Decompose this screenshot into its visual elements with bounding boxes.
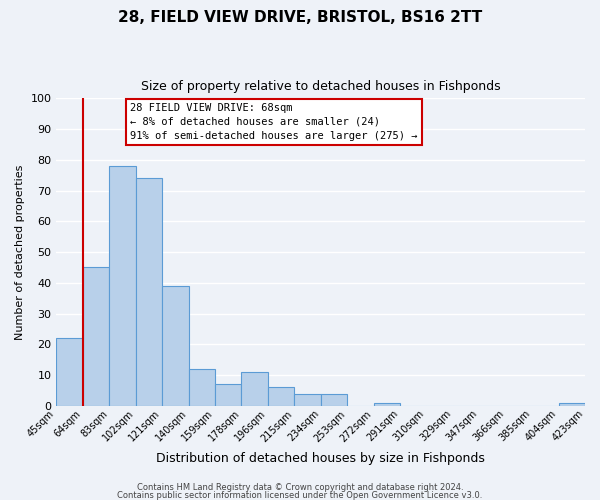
Text: Contains public sector information licensed under the Open Government Licence v3: Contains public sector information licen… bbox=[118, 490, 482, 500]
Bar bbox=[136, 178, 162, 406]
Bar bbox=[294, 394, 321, 406]
Bar bbox=[56, 338, 83, 406]
Bar bbox=[83, 268, 109, 406]
Text: 28 FIELD VIEW DRIVE: 68sqm
← 8% of detached houses are smaller (24)
91% of semi-: 28 FIELD VIEW DRIVE: 68sqm ← 8% of detac… bbox=[130, 103, 418, 141]
Text: 28, FIELD VIEW DRIVE, BRISTOL, BS16 2TT: 28, FIELD VIEW DRIVE, BRISTOL, BS16 2TT bbox=[118, 10, 482, 25]
Y-axis label: Number of detached properties: Number of detached properties bbox=[15, 164, 25, 340]
Bar bbox=[374, 403, 400, 406]
Bar bbox=[215, 384, 241, 406]
Bar bbox=[268, 388, 294, 406]
Title: Size of property relative to detached houses in Fishponds: Size of property relative to detached ho… bbox=[141, 80, 500, 93]
Bar bbox=[109, 166, 136, 406]
Bar bbox=[241, 372, 268, 406]
Bar bbox=[162, 286, 188, 406]
Bar bbox=[188, 369, 215, 406]
Bar bbox=[321, 394, 347, 406]
X-axis label: Distribution of detached houses by size in Fishponds: Distribution of detached houses by size … bbox=[156, 452, 485, 465]
Bar bbox=[559, 403, 585, 406]
Text: Contains HM Land Registry data © Crown copyright and database right 2024.: Contains HM Land Registry data © Crown c… bbox=[137, 484, 463, 492]
